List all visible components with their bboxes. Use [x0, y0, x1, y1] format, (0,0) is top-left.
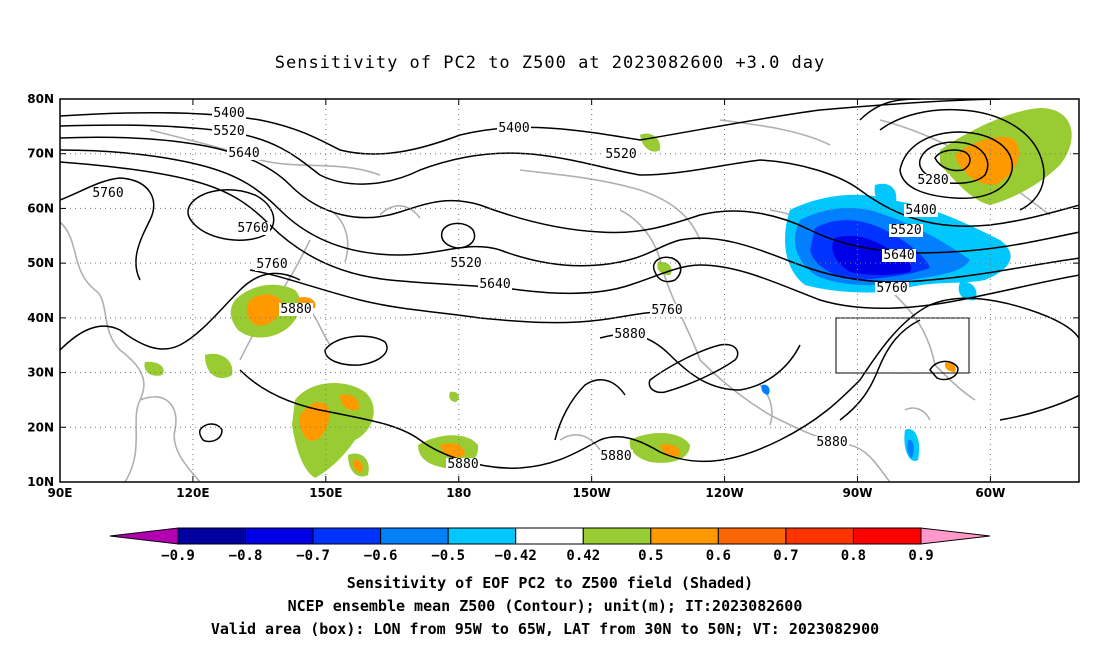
colorbar-tick-label: −0.7 [296, 548, 330, 564]
colorbar-max-triangle [920, 527, 991, 545]
colorbar-min-triangle [109, 527, 179, 545]
x-tick-label: 150W [573, 486, 611, 500]
contour-label-bg [236, 222, 270, 235]
contour-label: 5760 [237, 221, 268, 236]
contour-label-bg [599, 450, 633, 463]
contour-label: 5760 [651, 303, 682, 318]
footer-line-3: Valid area (box): LON from 95W to 65W, L… [211, 620, 879, 638]
colorbar-box [177, 527, 247, 545]
contour-label-bg [882, 249, 916, 262]
contour-label-bg [497, 122, 531, 135]
colorbar-box [380, 527, 449, 545]
colorbar-tick-label: 0.8 [841, 548, 866, 564]
contour-label-bg [478, 278, 512, 291]
contour-label-bg [889, 224, 923, 237]
y-tick-label: 30N [27, 366, 54, 380]
y-tick-label: 60N [27, 201, 54, 215]
contour-label: 5280 [917, 173, 948, 188]
contour-label: 5520 [605, 147, 636, 162]
colorbar-box [785, 527, 854, 545]
colorbar-box [312, 527, 382, 545]
y-tick-label: 70N [27, 147, 54, 161]
contour-labels: 5400 5520 5640 5760 5760 5760 5400 5520 5520 5640… [91, 106, 950, 472]
colorbar-tick-label: −0.42 [495, 548, 537, 564]
colorbar-box [582, 527, 652, 545]
contour-label: 5520 [213, 124, 244, 139]
colorbar-tick-label: −0.6 [364, 548, 398, 564]
contour-label: 5640 [883, 248, 914, 263]
colorbar-tick-label: −0.9 [161, 548, 195, 564]
contour-label: 5880 [816, 435, 847, 450]
colorbar-box [245, 527, 314, 545]
z500-contours [60, 99, 1079, 469]
contour-label-bg [650, 304, 684, 317]
x-axis: 90E 120E 150E 180 150W 120W 90W 60W [48, 99, 1005, 500]
contour-label-bg [875, 282, 909, 295]
colorbar-tick-label: 0.7 [773, 548, 798, 564]
contour-label: 5400 [213, 106, 244, 121]
contour-label: 5640 [228, 146, 259, 161]
sensitivity-shading [144, 108, 1072, 478]
y-tick-label: 80N [27, 92, 54, 106]
x-tick-label: 60W [975, 486, 1005, 500]
y-tick-label: 40N [27, 311, 54, 325]
x-tick-label: 90E [48, 486, 73, 500]
contour-label-bg [446, 458, 480, 471]
colorbar-box [515, 527, 584, 545]
contour-label: 5520 [450, 256, 481, 271]
contour-label-bg [904, 204, 938, 217]
x-tick-label: 150E [309, 486, 342, 500]
map-frame [59, 98, 1080, 483]
contour-label-bg [255, 258, 289, 271]
contour-label-bg [212, 125, 246, 138]
contour-label: 5400 [498, 121, 529, 136]
colorbar-tick-label: 0.5 [638, 548, 663, 564]
contour-label: 5640 [479, 277, 510, 292]
colorbar: −0.9 −0.8 −0.7 −0.6 −0.5 −0.42 0.42 0.5 0.6 0.7 0.… [109, 527, 991, 564]
contour-label: 5520 [890, 223, 921, 238]
colorbar-tick-label: 0.9 [908, 548, 933, 564]
contour-label: 5880 [280, 302, 311, 317]
contour-label: 5400 [905, 203, 936, 218]
contour-label-bg [449, 257, 483, 270]
x-tick-label: 90W [843, 486, 873, 500]
contour-label-bg [815, 436, 849, 449]
contour-label-bg [91, 187, 125, 200]
contour-label: 5880 [614, 327, 645, 342]
contour-label-bg [212, 107, 246, 120]
colorbar-tick-label: 0.42 [566, 548, 600, 564]
colorbar-box [852, 527, 922, 545]
y-tick-label: 10N [27, 475, 54, 489]
contour-label: 5760 [876, 281, 907, 296]
valid-area-box [835, 317, 970, 374]
contour-label-bg [916, 174, 950, 187]
contour-label: 5760 [92, 186, 123, 201]
chart-title: Sensitivity of PC2 to Z500 at 2023082600… [275, 53, 826, 73]
y-axis: 80N 70N 60N 50N 40N 30N 20N 10N [27, 92, 1079, 489]
contour-label-bg [279, 303, 313, 316]
contour-label-bg [604, 148, 638, 161]
contour-label: 5880 [447, 457, 478, 472]
colorbar-tick-label: −0.8 [229, 548, 263, 564]
colorbar-box [650, 527, 719, 545]
x-tick-label: 120E [176, 486, 209, 500]
contour-label: 5880 [600, 449, 631, 464]
y-tick-label: 20N [27, 420, 54, 434]
colorbar-box [447, 527, 517, 545]
x-tick-label: 180 [446, 486, 471, 500]
colorbar-tick-label: 0.6 [706, 548, 731, 564]
y-tick-label: 50N [27, 256, 54, 270]
colorbar-box [717, 527, 787, 545]
contour-label-bg [613, 328, 647, 341]
contour-label-bg [227, 147, 261, 160]
footer-line-1: Sensitivity of EOF PC2 to Z500 field (Sh… [347, 574, 753, 592]
x-tick-label: 120W [705, 486, 743, 500]
colorbar-tick-label: −0.5 [431, 548, 465, 564]
footer-line-2: NCEP ensemble mean Z500 (Contour); unit(… [288, 597, 803, 615]
map-area: 5400 5520 5640 5760 5760 5760 5400 5520 5520 5640… [60, 99, 1079, 482]
contour-label: 5760 [256, 257, 287, 272]
